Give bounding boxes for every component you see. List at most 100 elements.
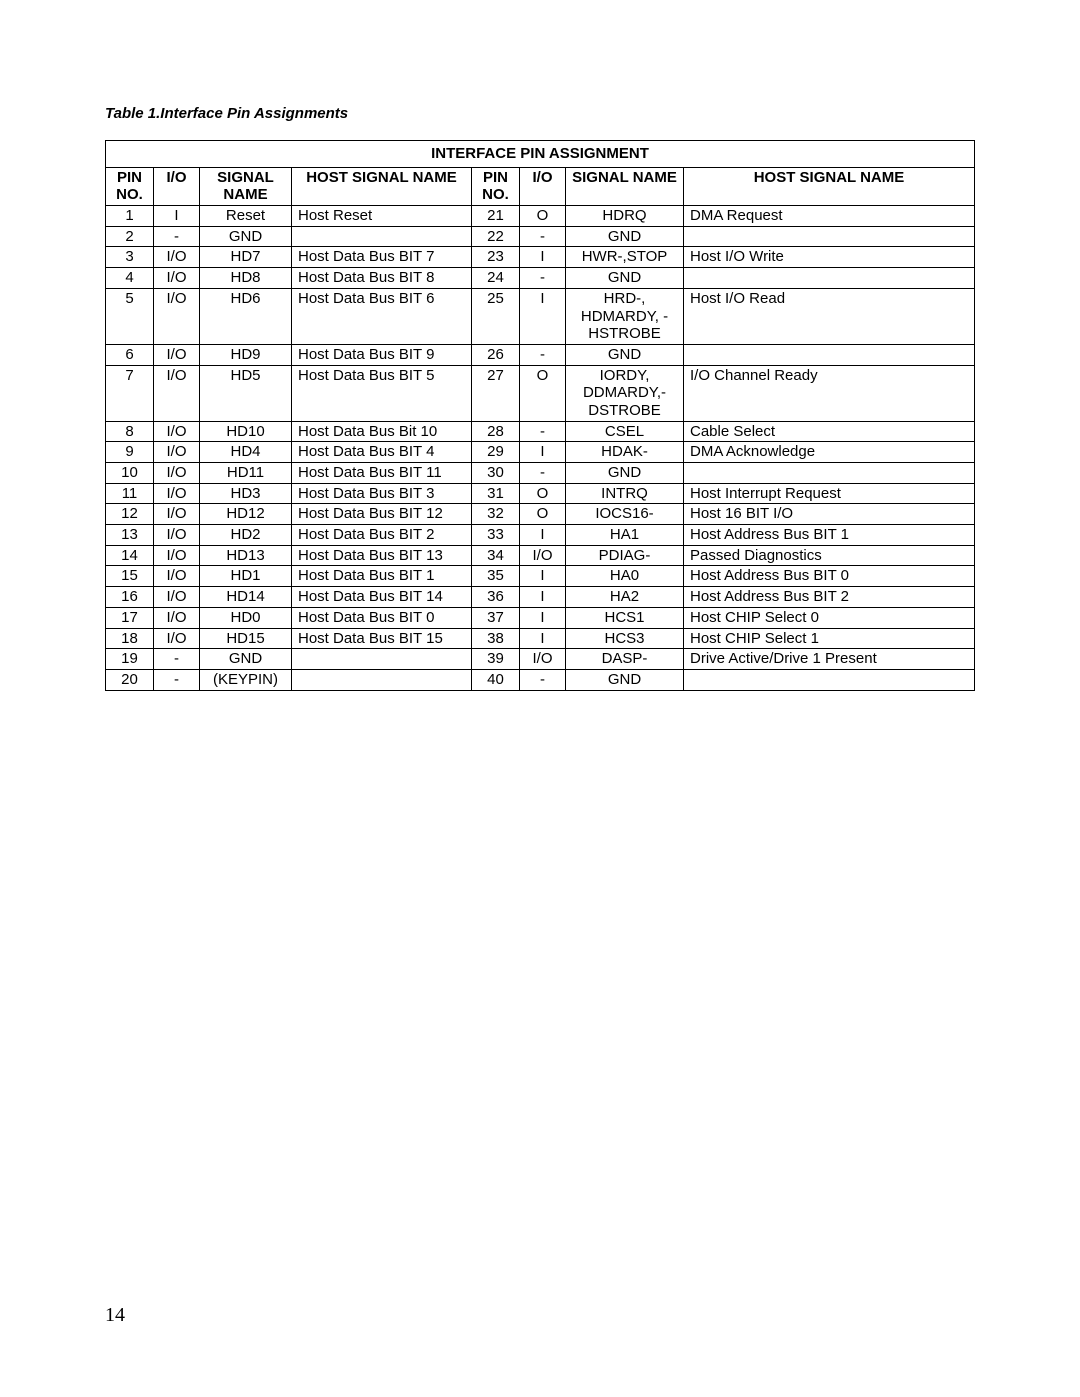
- cell-signal-left: HD12: [200, 504, 292, 525]
- table-header-row: PIN NO. I/O SIGNAL NAME HOST SIGNAL NAME…: [106, 167, 975, 205]
- cell-io-left: I/O: [154, 566, 200, 587]
- cell-host-right: Host Address Bus BIT 1: [684, 525, 975, 546]
- cell-io-left: I/O: [154, 504, 200, 525]
- table-row: 1IResetHost Reset21OHDRQDMA Request: [106, 206, 975, 227]
- cell-io-left: I: [154, 206, 200, 227]
- cell-signal-right: HDRQ: [566, 206, 684, 227]
- cell-pin-left: 6: [106, 344, 154, 365]
- cell-pin-right: 37: [472, 607, 520, 628]
- cell-host-right: [684, 344, 975, 365]
- cell-pin-left: 8: [106, 421, 154, 442]
- cell-host-left: Host Data Bus BIT 3: [292, 483, 472, 504]
- cell-pin-right: 39: [472, 649, 520, 670]
- cell-signal-right: IORDY, DDMARDY,-DSTROBE: [566, 365, 684, 421]
- header-host-right: HOST SIGNAL NAME: [684, 167, 975, 205]
- cell-io-right: I: [520, 628, 566, 649]
- cell-io-left: I/O: [154, 525, 200, 546]
- table-row: 20-(KEYPIN)40-GND: [106, 669, 975, 690]
- cell-io-right: I: [520, 566, 566, 587]
- table-row: 11I/OHD3Host Data Bus BIT 331OINTRQHost …: [106, 483, 975, 504]
- cell-signal-right: INTRQ: [566, 483, 684, 504]
- cell-signal-right: HA0: [566, 566, 684, 587]
- cell-signal-left: HD0: [200, 607, 292, 628]
- cell-host-right: Passed Diagnostics: [684, 545, 975, 566]
- cell-io-right: O: [520, 206, 566, 227]
- cell-pin-left: 7: [106, 365, 154, 421]
- cell-pin-right: 30: [472, 463, 520, 484]
- cell-signal-left: HD4: [200, 442, 292, 463]
- cell-io-right: -: [520, 226, 566, 247]
- cell-io-right: I: [520, 288, 566, 344]
- table-row: 6I/OHD9Host Data Bus BIT 926-GND: [106, 344, 975, 365]
- table-row: 17I/OHD0Host Data Bus BIT 037IHCS1Host C…: [106, 607, 975, 628]
- cell-io-left: I/O: [154, 442, 200, 463]
- cell-pin-right: 32: [472, 504, 520, 525]
- cell-pin-left: 10: [106, 463, 154, 484]
- cell-signal-left: (KEYPIN): [200, 669, 292, 690]
- cell-pin-right: 33: [472, 525, 520, 546]
- cell-signal-left: HD7: [200, 247, 292, 268]
- cell-host-left: Host Data Bus BIT 15: [292, 628, 472, 649]
- cell-host-right: Host I/O Write: [684, 247, 975, 268]
- cell-pin-left: 5: [106, 288, 154, 344]
- cell-signal-left: HD6: [200, 288, 292, 344]
- cell-host-right: DMA Request: [684, 206, 975, 227]
- cell-host-left: Host Data Bus BIT 14: [292, 587, 472, 608]
- cell-io-right: I: [520, 247, 566, 268]
- table-row: 8I/OHD10Host Data Bus Bit 1028-CSELCable…: [106, 421, 975, 442]
- cell-host-left: [292, 226, 472, 247]
- cell-signal-right: HWR-,STOP: [566, 247, 684, 268]
- cell-host-right: Host CHIP Select 1: [684, 628, 975, 649]
- cell-host-left: [292, 669, 472, 690]
- cell-pin-right: 29: [472, 442, 520, 463]
- cell-host-right: I/O Channel Ready: [684, 365, 975, 421]
- table-row: 2-GND22-GND: [106, 226, 975, 247]
- table-row: 10I/OHD11Host Data Bus BIT 1130-GND: [106, 463, 975, 484]
- header-signal-left: SIGNAL NAME: [200, 167, 292, 205]
- cell-pin-right: 28: [472, 421, 520, 442]
- cell-host-right: [684, 268, 975, 289]
- cell-pin-right: 35: [472, 566, 520, 587]
- cell-io-left: I/O: [154, 421, 200, 442]
- cell-io-right: I: [520, 525, 566, 546]
- cell-signal-left: HD3: [200, 483, 292, 504]
- cell-pin-left: 1: [106, 206, 154, 227]
- table-caption: Table 1.Interface Pin Assignments: [105, 105, 975, 122]
- cell-signal-left: HD15: [200, 628, 292, 649]
- cell-signal-right: GND: [566, 669, 684, 690]
- cell-host-right: Cable Select: [684, 421, 975, 442]
- cell-io-right: O: [520, 504, 566, 525]
- cell-pin-left: 17: [106, 607, 154, 628]
- cell-signal-right: CSEL: [566, 421, 684, 442]
- table-row: 18I/OHD15Host Data Bus BIT 1538IHCS3Host…: [106, 628, 975, 649]
- cell-pin-left: 4: [106, 268, 154, 289]
- header-io-right: I/O: [520, 167, 566, 205]
- pin-assignment-table: INTERFACE PIN ASSIGNMENT PIN NO. I/O SIG…: [105, 140, 975, 691]
- cell-signal-right: GND: [566, 463, 684, 484]
- cell-signal-left: GND: [200, 649, 292, 670]
- cell-pin-right: 22: [472, 226, 520, 247]
- cell-host-left: Host Reset: [292, 206, 472, 227]
- cell-io-left: I/O: [154, 628, 200, 649]
- cell-host-left: Host Data Bus BIT 5: [292, 365, 472, 421]
- cell-pin-left: 18: [106, 628, 154, 649]
- table-row: 13I/OHD2Host Data Bus BIT 233IHA1Host Ad…: [106, 525, 975, 546]
- cell-host-left: Host Data Bus BIT 11: [292, 463, 472, 484]
- header-pin-no-right: PIN NO.: [472, 167, 520, 205]
- cell-io-right: O: [520, 483, 566, 504]
- cell-host-right: [684, 669, 975, 690]
- header-signal-right: SIGNAL NAME: [566, 167, 684, 205]
- cell-io-right: I: [520, 607, 566, 628]
- cell-host-right: Host Interrupt Request: [684, 483, 975, 504]
- cell-signal-left: Reset: [200, 206, 292, 227]
- cell-host-left: Host Data Bus BIT 2: [292, 525, 472, 546]
- cell-io-left: -: [154, 226, 200, 247]
- cell-io-right: -: [520, 421, 566, 442]
- table-row: 16I/OHD14Host Data Bus BIT 1436IHA2Host …: [106, 587, 975, 608]
- cell-host-right: Drive Active/Drive 1 Present: [684, 649, 975, 670]
- table-row: 19-GND39I/ODASP-Drive Active/Drive 1 Pre…: [106, 649, 975, 670]
- cell-io-right: I/O: [520, 545, 566, 566]
- cell-pin-left: 15: [106, 566, 154, 587]
- cell-io-left: I/O: [154, 607, 200, 628]
- header-host-left: HOST SIGNAL NAME: [292, 167, 472, 205]
